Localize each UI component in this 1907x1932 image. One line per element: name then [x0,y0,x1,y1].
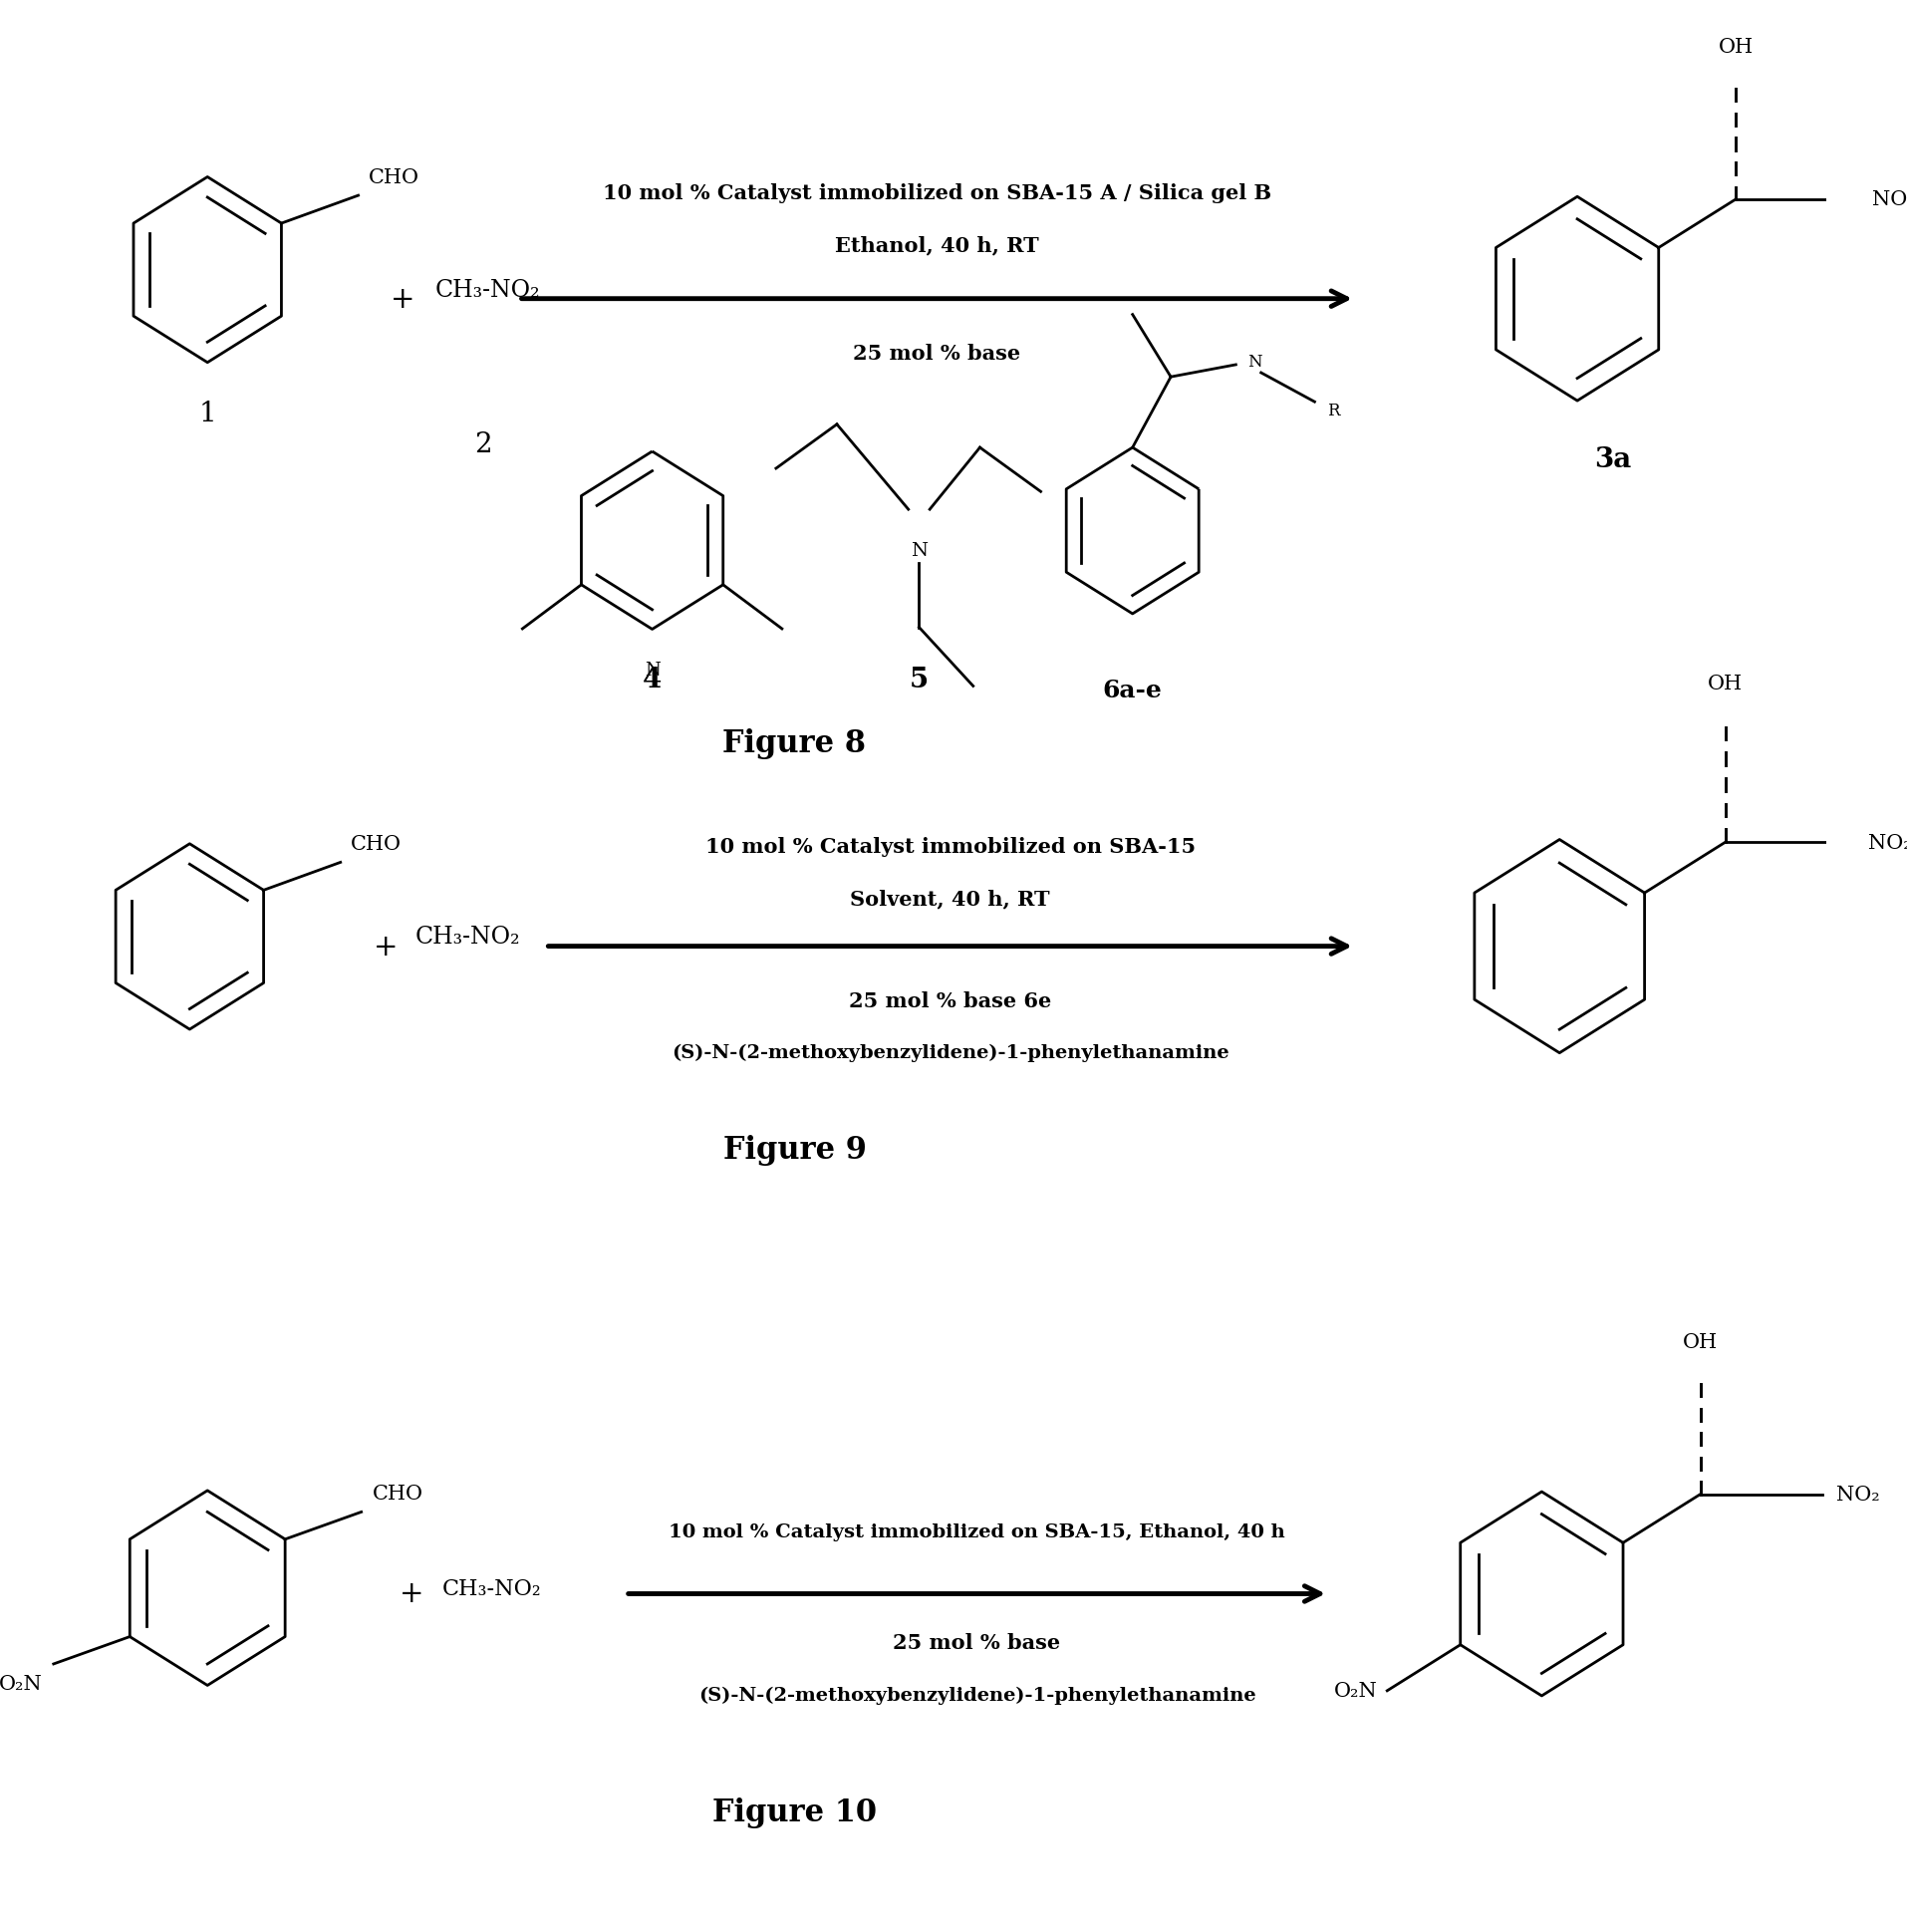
Text: CHO: CHO [351,835,400,854]
Text: CH₃-NO₂: CH₃-NO₂ [442,1577,542,1600]
Text: Ethanol, 40 h, RT: Ethanol, 40 h, RT [835,236,1037,255]
Text: N: N [645,661,660,678]
Text: (S)-N-(2-methoxybenzylidene)-1-phenylethanamine: (S)-N-(2-methoxybenzylidene)-1-phenyleth… [671,1043,1228,1063]
Text: 4: 4 [643,667,662,694]
Text: +: + [374,933,397,960]
Text: 25 mol % base: 25 mol % base [892,1633,1060,1652]
Text: NO₂: NO₂ [1836,1486,1878,1503]
Text: O₂N: O₂N [0,1673,42,1692]
Text: 3a: 3a [1594,446,1630,473]
Text: NO₂: NO₂ [1871,191,1907,209]
Text: OH: OH [1718,39,1753,58]
Text: 2: 2 [475,431,492,458]
Text: Figure 8: Figure 8 [723,728,866,759]
Text: 1: 1 [198,400,215,427]
Text: OH: OH [1682,1333,1716,1352]
Text: CHO: CHO [372,1484,423,1503]
Text: NO₂: NO₂ [1867,833,1907,852]
Text: 10 mol % Catalyst immobilized on SBA-15 A / Silica gel B: 10 mol % Catalyst immobilized on SBA-15 … [603,184,1270,203]
Text: (S)-N-(2-methoxybenzylidene)-1-phenylethanamine: (S)-N-(2-methoxybenzylidene)-1-phenyleth… [698,1685,1255,1704]
Text: 10 mol % Catalyst immobilized on SBA-15, Ethanol, 40 h: 10 mol % Catalyst immobilized on SBA-15,… [667,1522,1285,1542]
Text: CH₃-NO₂: CH₃-NO₂ [416,925,521,949]
Text: 5: 5 [910,667,929,694]
Text: CHO: CHO [368,168,420,187]
Text: 25 mol % base: 25 mol % base [852,344,1020,363]
Text: R: R [1327,402,1339,419]
Text: Solvent, 40 h, RT: Solvent, 40 h, RT [851,889,1049,908]
Text: N: N [1247,354,1261,371]
Text: OH: OH [1707,674,1741,694]
Text: O₂N: O₂N [1333,1681,1377,1700]
Text: Figure 9: Figure 9 [723,1134,866,1165]
Text: 6a-e: 6a-e [1102,678,1161,701]
Text: +: + [391,286,416,313]
Text: 10 mol % Catalyst immobilized on SBA-15: 10 mol % Catalyst immobilized on SBA-15 [706,837,1194,856]
Text: 25 mol % base 6e: 25 mol % base 6e [849,991,1051,1010]
Text: +: + [400,1580,423,1607]
Text: CH₃-NO₂: CH₃-NO₂ [435,278,540,301]
Text: Figure 10: Figure 10 [711,1797,877,1828]
Text: N: N [910,541,927,560]
